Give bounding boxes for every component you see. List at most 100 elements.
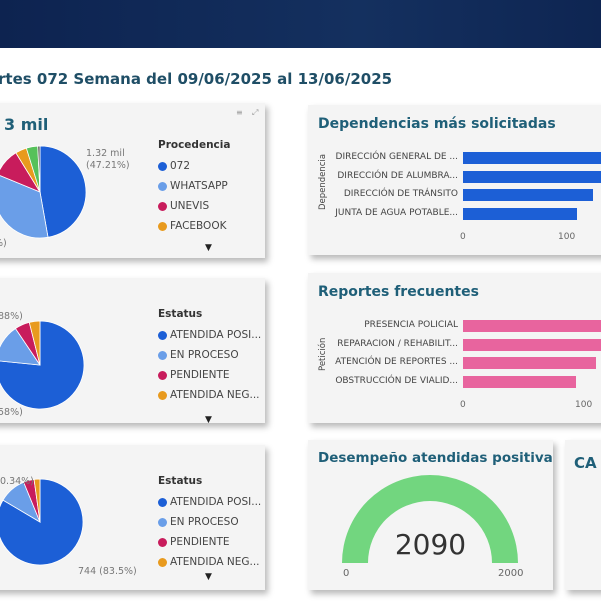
legend-label: EN PROCESO — [170, 516, 239, 528]
legend-label: PENDIENTE — [170, 536, 230, 548]
pie-chart-estatus-1[interactable] — [0, 278, 265, 423]
legend: Procedencia 072 WHATSAPP UNEVIS FACEBOOK — [158, 139, 230, 236]
legend-dot-icon — [158, 390, 167, 400]
legend-label: PENDIENTE — [170, 369, 230, 381]
bar-category-label: DIRECCIÓN GENERAL DE ... — [335, 152, 458, 162]
header-banner — [0, 0, 601, 48]
legend: Estatus ATENDIDA POSI... EN PROCESO PENDIE… — [158, 475, 261, 572]
legend-dot-icon — [158, 537, 167, 547]
x-axis-tick: 100 — [558, 232, 576, 242]
legend-dot-icon — [158, 350, 167, 360]
bar[interactable] — [463, 338, 601, 351]
legend-label: ATENDIDA NEG... — [170, 389, 260, 401]
pie-slice[interactable] — [0, 175, 49, 239]
pie-slice[interactable] — [0, 320, 85, 410]
legend-label: ATENDIDA POSI... — [170, 329, 262, 341]
pie-label-whatsapp: %) — [0, 238, 7, 249]
chart-title: Dependencias más solicitadas — [318, 116, 556, 132]
legend-dot-icon — [158, 497, 167, 507]
legend-item[interactable]: FACEBOOK — [158, 216, 230, 236]
ca-card: CA — [565, 440, 601, 590]
chart-title: CA — [574, 454, 597, 472]
focus-mode-icon[interactable]: ⤢ — [252, 108, 259, 117]
bar[interactable] — [463, 357, 597, 369]
legend-dot-icon — [158, 517, 167, 527]
total-kpi: 3 mil — [4, 115, 49, 134]
chart-title: Desempeño atendidas positivas — [318, 450, 553, 466]
legend-label: WHATSAPP — [170, 180, 228, 192]
pie-chart-estatus-2[interactable] — [0, 445, 265, 590]
legend-label: ATENDIDA POSI... — [170, 496, 262, 508]
chart-title: Reportes frecuentes — [318, 284, 479, 300]
filter-icon[interactable]: ≡ — [236, 108, 243, 117]
legend-more-icon[interactable]: ▼ — [205, 415, 212, 423]
pie-slice[interactable] — [0, 478, 84, 566]
bar-category-label: PRESENCIA POLICIAL — [364, 320, 458, 330]
legend-item[interactable]: WHATSAPP — [158, 176, 230, 196]
gauge-value: 2090 — [394, 528, 467, 561]
pie-label-bottom: 58%) — [0, 407, 23, 418]
pie-label-bottom: 744 (83.5%) — [78, 566, 137, 577]
legend-dot-icon — [158, 370, 167, 380]
legend-item[interactable]: EN PROCESO — [158, 345, 261, 365]
procedencia-card: 3 mil ≡ ⤢ 1.32 mil(47.21%) %) Procedenci… — [0, 103, 265, 258]
legend-item[interactable]: ATENDIDA NEG... — [158, 552, 261, 572]
legend-item[interactable]: ATENDIDA POSI... — [158, 492, 261, 512]
legend-item[interactable]: EN PROCESO — [158, 512, 261, 532]
pie-slice[interactable] — [37, 145, 41, 193]
legend-label: 072 — [170, 160, 191, 172]
legend-item[interactable]: PENDIENTE — [158, 365, 261, 385]
pie-label-top: 88%) — [0, 311, 23, 322]
legend-label: FACEBOOK — [170, 220, 227, 232]
pie-label-top: 0.34%) — [0, 476, 34, 487]
bar[interactable] — [463, 152, 601, 164]
x-axis-tick: 100 — [575, 400, 593, 410]
bar-category-label: ATENCIÓN DE REPORTES ... — [335, 357, 458, 367]
legend-label: ATENDIDA NEG... — [170, 556, 260, 568]
estatus-card-2: 0.34%) 744 (83.5%) Estatus ATENDIDA POSI… — [0, 445, 265, 590]
bar-category-label: REPARACION / REHABILIT... — [337, 338, 458, 349]
bar[interactable] — [463, 320, 601, 332]
pie-label-072: 1.32 mil (47.21%) — [86, 148, 130, 171]
page-title: rtes 072 Semana del 09/06/2025 al 13/06/… — [0, 70, 393, 88]
legend-more-icon[interactable]: ▼ — [205, 243, 212, 253]
bar[interactable] — [463, 207, 577, 220]
legend-item[interactable]: 072 — [158, 156, 230, 176]
pie-slice[interactable] — [33, 478, 41, 523]
y-axis-title: Dependencia — [318, 153, 328, 210]
x-axis-tick: 0 — [460, 232, 466, 242]
bar-category-label: OBSTRUCCIÓN DE VIALID... — [335, 375, 458, 386]
bar[interactable] — [463, 375, 576, 388]
gauge-card: Desempeño atendidas positivas 2090 0 200… — [308, 440, 553, 590]
legend-item[interactable]: UNEVIS — [158, 196, 230, 216]
estatus-card-1: 88%) 58%) Estatus ATENDIDA POSI... EN PRO… — [0, 278, 265, 423]
bar[interactable] — [463, 170, 601, 183]
gauge-max: 2000 — [498, 568, 524, 579]
gauge-min: 0 — [343, 568, 350, 579]
legend-more-icon[interactable]: ▼ — [205, 572, 212, 582]
dependencias-card: Dependencias más solicitadas Dependencia… — [308, 105, 601, 255]
bar-category-label: JUNTA DE AGUA POTABLE... — [335, 207, 458, 218]
x-axis-tick: 0 — [460, 400, 466, 410]
reportes-card: Reportes frecuentes Petición PRESENCIA P… — [308, 273, 601, 423]
gauge-chart — [342, 475, 518, 563]
legend-label: UNEVIS — [170, 200, 210, 212]
legend: Estatus ATENDIDA POSI... EN PROCESO PENDIE… — [158, 308, 261, 405]
legend-item[interactable]: ATENDIDA NEG... — [158, 385, 261, 405]
bar[interactable] — [463, 189, 594, 201]
pie-chart-procedencia[interactable] — [0, 103, 265, 258]
bar-category-label: DIRECCIÓN DE TRÁNSITO — [343, 189, 458, 199]
legend-title: Estatus — [158, 475, 203, 487]
legend-item[interactable]: PENDIENTE — [158, 532, 261, 552]
legend-dot-icon — [158, 221, 167, 231]
legend-item[interactable]: ATENDIDA POSI... — [158, 325, 261, 345]
pie-slice[interactable] — [39, 145, 87, 238]
legend-dot-icon — [158, 161, 167, 171]
legend-dot-icon — [158, 330, 167, 340]
legend-title: Procedencia — [158, 139, 231, 151]
pie-slice[interactable] — [28, 320, 41, 366]
legend-dot-icon — [158, 181, 167, 191]
legend-dot-icon — [158, 201, 167, 211]
legend-dot-icon — [158, 557, 167, 567]
bar-category-label: DIRECCIÓN DE ALUMBRA... — [337, 170, 458, 181]
